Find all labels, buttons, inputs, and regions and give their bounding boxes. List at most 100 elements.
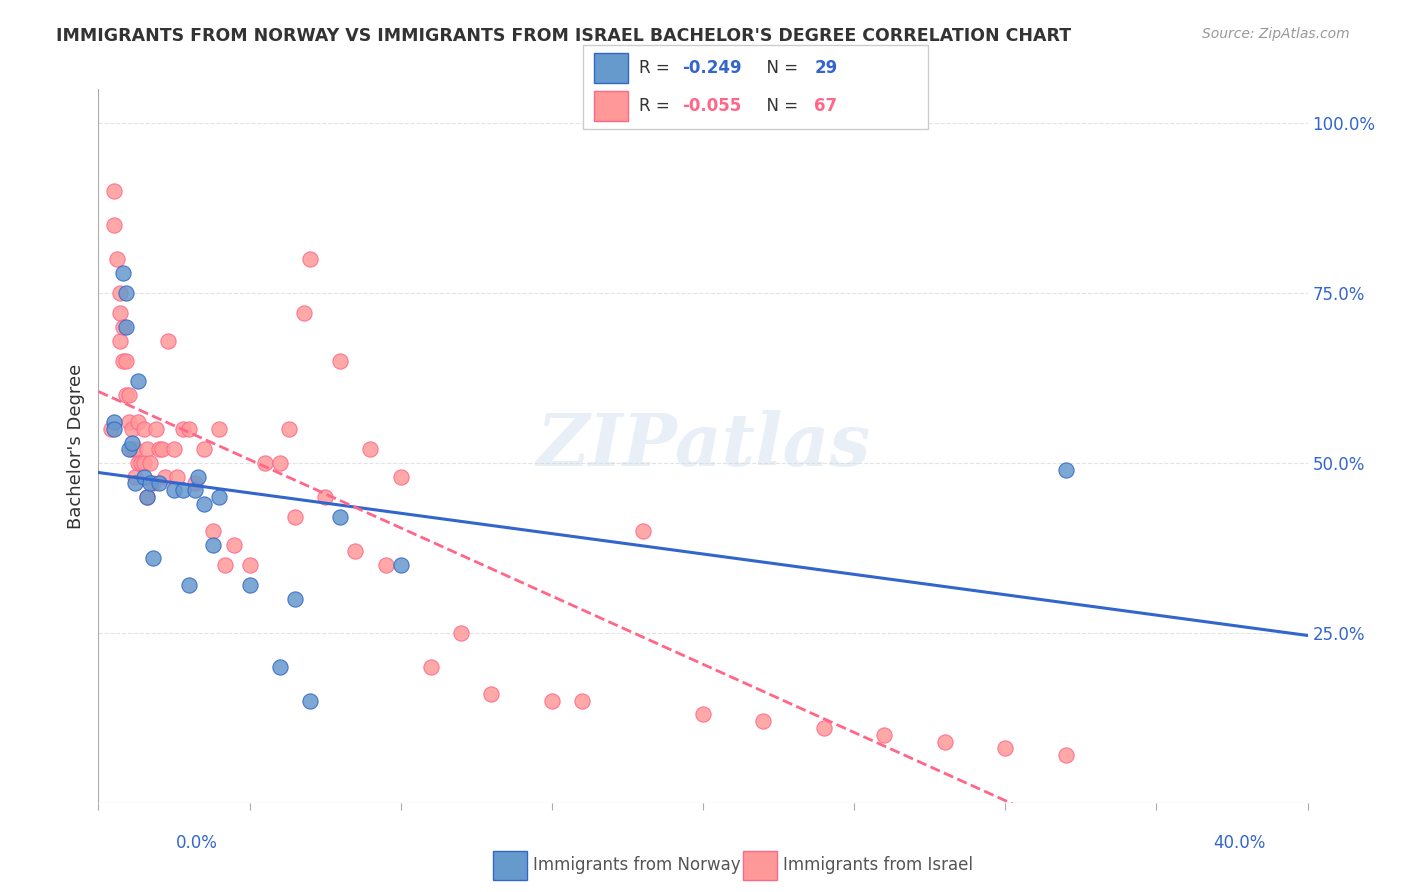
Point: [389, 469, 412, 483]
Point: [103, 422, 125, 436]
Point: [193, 497, 215, 511]
Point: [540, 694, 562, 708]
Text: -0.249: -0.249: [682, 60, 741, 78]
Point: [329, 354, 352, 368]
Point: [150, 442, 173, 457]
Point: [118, 388, 141, 402]
Point: [132, 422, 155, 436]
Point: [100, 422, 122, 436]
Text: N =: N =: [756, 60, 803, 78]
Point: [132, 469, 155, 483]
Point: [692, 707, 714, 722]
Point: [193, 442, 215, 457]
Point: [132, 456, 155, 470]
Bar: [593, 54, 628, 83]
Point: [873, 728, 896, 742]
Point: [111, 266, 134, 280]
Point: [124, 476, 146, 491]
Bar: [744, 851, 778, 880]
Point: [129, 456, 152, 470]
Point: [184, 476, 207, 491]
Point: [202, 537, 225, 551]
Point: [179, 578, 201, 592]
Text: N =: N =: [756, 97, 803, 115]
Point: [292, 306, 315, 320]
Point: [389, 558, 412, 572]
Point: [344, 544, 367, 558]
Text: R =: R =: [638, 97, 675, 115]
Point: [135, 490, 157, 504]
Point: [277, 422, 299, 436]
Text: Immigrants from Norway: Immigrants from Norway: [533, 856, 741, 874]
Point: [124, 469, 146, 483]
Text: 40.0%: 40.0%: [1213, 834, 1265, 852]
Point: [360, 442, 382, 457]
Point: [329, 510, 352, 524]
Point: [111, 320, 134, 334]
Point: [208, 422, 231, 436]
Point: [118, 415, 141, 429]
Point: [813, 721, 835, 735]
FancyBboxPatch shape: [583, 45, 928, 129]
Point: [148, 476, 170, 491]
Point: [103, 184, 125, 198]
Point: [108, 306, 131, 320]
Point: [269, 456, 291, 470]
Point: [114, 388, 136, 402]
Point: [420, 660, 443, 674]
Point: [111, 354, 134, 368]
Point: [135, 442, 157, 457]
Point: [450, 626, 472, 640]
Point: [299, 252, 322, 266]
Point: [139, 476, 162, 491]
Point: [124, 442, 146, 457]
Point: [224, 537, 246, 551]
Point: [127, 375, 149, 389]
Point: [142, 551, 165, 566]
Point: [184, 483, 207, 498]
Point: [103, 218, 125, 232]
Point: [153, 469, 176, 483]
Point: [314, 490, 336, 504]
Point: [481, 687, 503, 701]
Point: [214, 558, 236, 572]
Y-axis label: Bachelor's Degree: Bachelor's Degree: [66, 363, 84, 529]
Point: [631, 524, 654, 538]
Point: [121, 435, 143, 450]
Point: [148, 442, 170, 457]
Point: [103, 415, 125, 429]
Point: [156, 334, 179, 348]
Point: [145, 422, 167, 436]
Point: [752, 714, 775, 729]
Point: [253, 456, 276, 470]
Point: [127, 415, 149, 429]
Text: 29: 29: [814, 60, 838, 78]
Point: [135, 490, 157, 504]
Text: IMMIGRANTS FROM NORWAY VS IMMIGRANTS FROM ISRAEL BACHELOR'S DEGREE CORRELATION C: IMMIGRANTS FROM NORWAY VS IMMIGRANTS FRO…: [56, 27, 1071, 45]
Text: Source: ZipAtlas.com: Source: ZipAtlas.com: [1202, 27, 1350, 41]
Point: [114, 286, 136, 301]
Point: [127, 456, 149, 470]
Point: [108, 334, 131, 348]
Point: [374, 558, 396, 572]
Text: 0.0%: 0.0%: [176, 834, 218, 852]
Point: [163, 483, 186, 498]
Point: [239, 578, 262, 592]
Point: [239, 558, 262, 572]
Point: [571, 694, 593, 708]
Point: [172, 422, 194, 436]
Point: [284, 510, 307, 524]
Point: [172, 483, 194, 498]
Text: Immigrants from Israel: Immigrants from Israel: [783, 856, 973, 874]
Text: ZIPatlas: ZIPatlas: [536, 410, 870, 482]
Point: [139, 456, 162, 470]
Point: [108, 286, 131, 301]
Point: [934, 734, 956, 748]
Point: [114, 320, 136, 334]
Point: [121, 442, 143, 457]
Point: [994, 741, 1017, 756]
Point: [269, 660, 291, 674]
Point: [118, 442, 141, 457]
Bar: [492, 851, 527, 880]
Point: [187, 469, 209, 483]
